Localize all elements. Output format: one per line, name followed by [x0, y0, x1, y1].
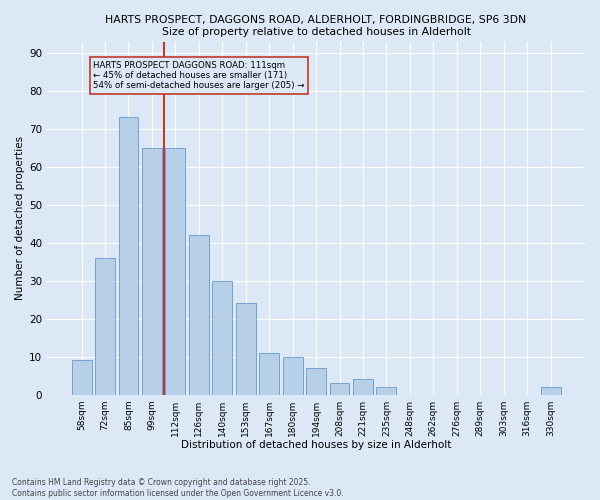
Bar: [376, 387, 397, 394]
Bar: [71, 360, 92, 394]
Bar: [189, 235, 209, 394]
Bar: [166, 148, 185, 394]
Bar: [95, 258, 115, 394]
Bar: [236, 304, 256, 394]
Text: HARTS PROSPECT DAGGONS ROAD: 111sqm
← 45% of detached houses are smaller (171)
5: HARTS PROSPECT DAGGONS ROAD: 111sqm ← 45…: [93, 60, 305, 90]
Bar: [541, 387, 560, 394]
Bar: [329, 383, 349, 394]
Bar: [306, 368, 326, 394]
Bar: [283, 356, 302, 395]
Bar: [259, 353, 279, 395]
Bar: [353, 380, 373, 394]
Bar: [142, 148, 162, 394]
Text: Contains HM Land Registry data © Crown copyright and database right 2025.
Contai: Contains HM Land Registry data © Crown c…: [12, 478, 344, 498]
Bar: [119, 118, 139, 394]
X-axis label: Distribution of detached houses by size in Alderholt: Distribution of detached houses by size …: [181, 440, 451, 450]
Y-axis label: Number of detached properties: Number of detached properties: [15, 136, 25, 300]
Title: HARTS PROSPECT, DAGGONS ROAD, ALDERHOLT, FORDINGBRIDGE, SP6 3DN
Size of property: HARTS PROSPECT, DAGGONS ROAD, ALDERHOLT,…: [106, 15, 527, 36]
Bar: [212, 280, 232, 394]
